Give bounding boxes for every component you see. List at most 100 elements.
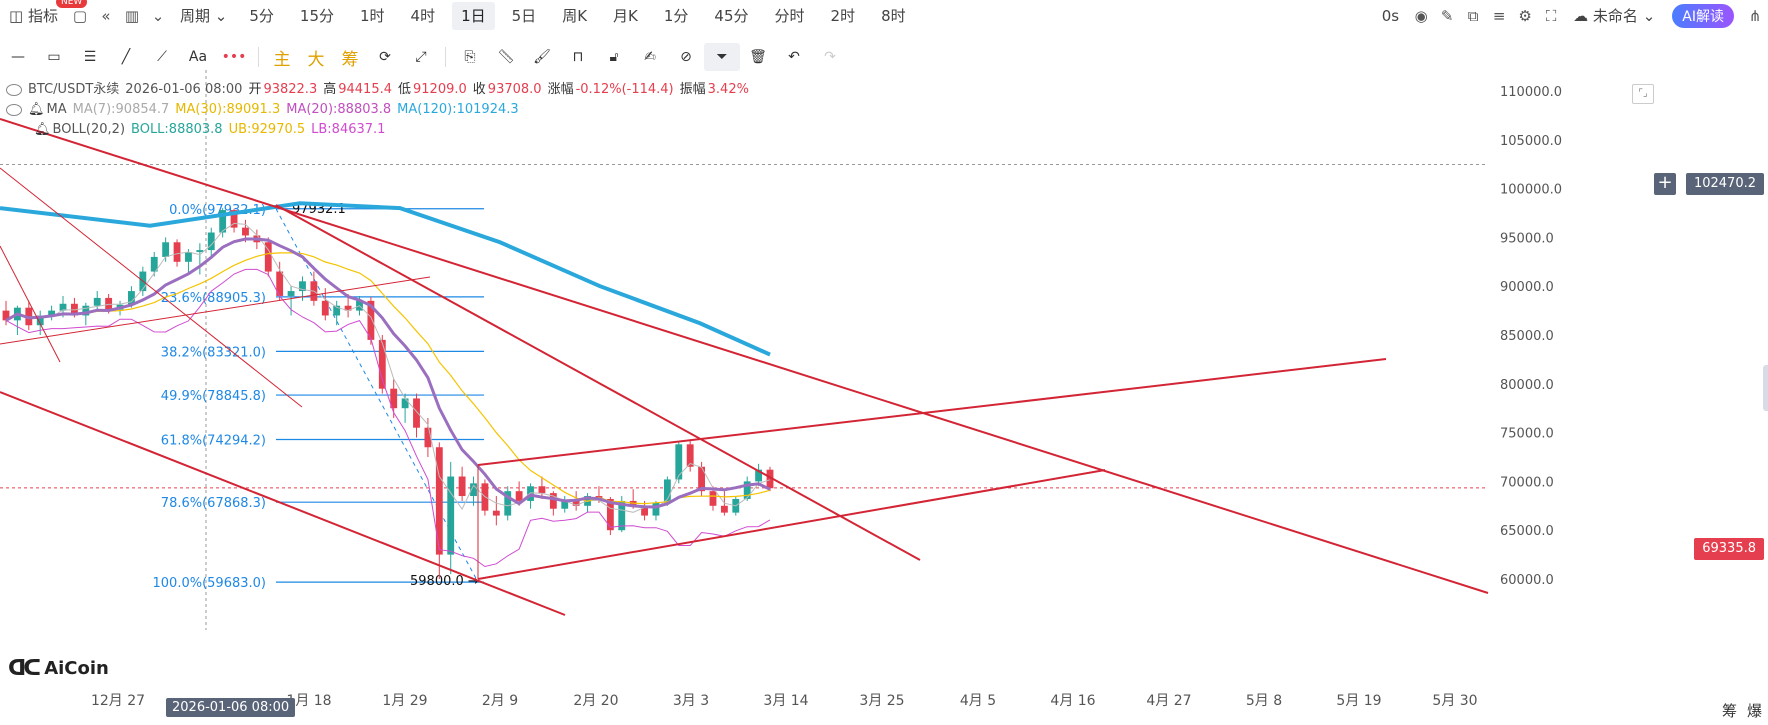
trend-line-7[interactable]	[477, 469, 1106, 580]
big-order-toggle[interactable]: 大	[307, 49, 325, 70]
magnet-icon[interactable]: ⊓	[572, 49, 584, 65]
candle-body-49[interactable]	[561, 500, 569, 509]
redo-icon[interactable]: ↷	[824, 49, 836, 65]
ruler-icon[interactable]: 📏︎	[497, 49, 515, 65]
candle-body-14[interactable]	[162, 242, 170, 257]
candle-body-8[interactable]	[93, 297, 101, 306]
candle-body-32[interactable]	[367, 300, 375, 340]
candle-body-18[interactable]	[207, 232, 215, 251]
candle-body-26[interactable]	[299, 281, 306, 292]
chip-bottom-toggle[interactable]: 筹	[1721, 702, 1737, 720]
interval-tab-0[interactable]: 5分	[249, 7, 274, 25]
candle-body-40[interactable]	[458, 476, 466, 497]
copy-icon[interactable]: ⎘	[464, 49, 476, 65]
bell-icon[interactable]: 🔔︎	[28, 102, 45, 117]
candle-style-icon[interactable]: ▥	[124, 7, 140, 25]
candle-body-65[interactable]	[743, 481, 751, 499]
candle-body-66[interactable]	[755, 469, 763, 482]
eye-icon[interactable]	[6, 104, 22, 116]
candle-body-28[interactable]	[321, 300, 329, 316]
trend-line-5[interactable]	[275, 204, 921, 561]
candle-body-48[interactable]	[549, 493, 557, 509]
camera-icon[interactable]: ◉	[1414, 7, 1428, 25]
candle-body-30[interactable]	[344, 305, 352, 311]
interval-tab-12[interactable]: 8时	[881, 7, 906, 25]
trend-line-3[interactable]	[0, 391, 566, 616]
more-tools-icon[interactable]: •••	[221, 49, 247, 65]
indicator-menu[interactable]: ◫ 指标 NEW	[0, 0, 88, 30]
ai-analysis-button[interactable]: AI解读	[1672, 4, 1734, 28]
candle-body-60[interactable]	[686, 444, 694, 467]
candle-body-34[interactable]	[390, 388, 398, 409]
candle-body-56[interactable]	[641, 505, 648, 516]
trend-line-4[interactable]	[0, 276, 431, 345]
candle-body-53[interactable]	[606, 498, 614, 531]
list-icon[interactable]: ≡	[1492, 7, 1506, 25]
candle-body-3[interactable]	[36, 315, 44, 326]
candle-body-58[interactable]	[663, 479, 671, 503]
link-icon[interactable]: ⊘	[680, 49, 692, 65]
parallel-lines-icon[interactable]: ☰	[83, 49, 97, 65]
filter-icon[interactable]: ⏷	[704, 43, 740, 71]
trend-line-6[interactable]	[477, 358, 1387, 466]
replay-icon[interactable]: «	[101, 7, 111, 25]
candle-body-7[interactable]	[82, 305, 90, 316]
bell-icon[interactable]: 🔔︎	[34, 122, 51, 137]
trash-icon[interactable]: 🗑︎	[749, 49, 767, 65]
candle-body-39[interactable]	[447, 476, 455, 555]
edit-list-icon[interactable]: ✍	[644, 49, 656, 65]
candle-body-21[interactable]	[242, 227, 249, 236]
candle-body-33[interactable]	[378, 339, 386, 389]
chevron-down-icon[interactable]: ⌄	[151, 7, 165, 25]
candle-body-13[interactable]	[150, 256, 158, 272]
collapse-legend-button[interactable]: ⌜⌟	[1632, 84, 1654, 104]
interval-tab-1[interactable]: 15分	[299, 7, 334, 25]
interval-tab-8[interactable]: 1分	[663, 7, 689, 25]
candle-body-16[interactable]	[185, 252, 192, 262]
layout-icon[interactable]: ▢	[72, 7, 88, 25]
candle-body-29[interactable]	[333, 305, 341, 316]
trend-line-2[interactable]	[0, 245, 61, 363]
interval-tab-2[interactable]: 1时	[360, 7, 385, 25]
price-chart[interactable]: 110000.0 105000.0 100000.0 95000.0 90000.0 85…	[0, 70, 1768, 725]
period-dropdown[interactable]: 周期 ⌄	[171, 2, 236, 30]
candle-body-9[interactable]	[105, 297, 113, 310]
candle-body-62[interactable]	[709, 491, 717, 506]
candle-body-57[interactable]	[652, 502, 660, 516]
candle-body-20[interactable]	[230, 210, 238, 228]
candle-body-11[interactable]	[128, 291, 135, 305]
interval-tab-11[interactable]: 2时	[830, 7, 856, 25]
candle-body-37[interactable]	[424, 427, 432, 448]
share-window-icon[interactable]: ⧉	[1467, 7, 1479, 25]
candle-body-15[interactable]	[173, 242, 181, 262]
candle-body-38[interactable]	[435, 447, 443, 555]
trend-line-0[interactable]	[0, 118, 1489, 594]
side-panel-toggle[interactable]	[1763, 365, 1768, 411]
line-settings-icon[interactable]: ⤢	[415, 49, 427, 65]
brush-icon[interactable]: 🖌︎	[533, 49, 551, 65]
eye-icon[interactable]	[6, 84, 22, 96]
liquidation-toggle[interactable]: 爆	[1746, 702, 1762, 720]
account-dropdown[interactable]: ☁ 未命名 ⌄	[1564, 2, 1664, 30]
main-chart-toggle[interactable]: 主	[273, 49, 291, 70]
ray-line-icon[interactable]: ⟋	[157, 49, 167, 65]
trend-line-1[interactable]	[0, 167, 303, 408]
interval-tab-9[interactable]: 45分	[714, 7, 749, 25]
candle-body-23[interactable]	[264, 242, 272, 272]
text-tool[interactable]: Aa	[188, 49, 208, 65]
candle-body-47[interactable]	[538, 486, 546, 494]
settings-icon[interactable]: ⚙	[1518, 7, 1532, 25]
interval-tab-7[interactable]: 月K	[613, 7, 638, 25]
sync-icon[interactable]: ⟳	[379, 49, 391, 65]
add-alert-button[interactable]: +	[1654, 173, 1676, 195]
pencil-icon[interactable]: ✎	[1440, 7, 1454, 25]
candle-body-17[interactable]	[196, 250, 204, 253]
candle-body-35[interactable]	[401, 398, 409, 409]
candle-body-61[interactable]	[698, 466, 706, 492]
candle-body-43[interactable]	[492, 510, 500, 516]
horizontal-line-icon[interactable]: —	[11, 49, 25, 65]
interval-tab-4[interactable]: 1日	[452, 2, 495, 30]
candle-body-44[interactable]	[504, 491, 512, 516]
candle-body-50[interactable]	[572, 500, 580, 506]
undo-icon[interactable]: ↶	[788, 49, 800, 65]
